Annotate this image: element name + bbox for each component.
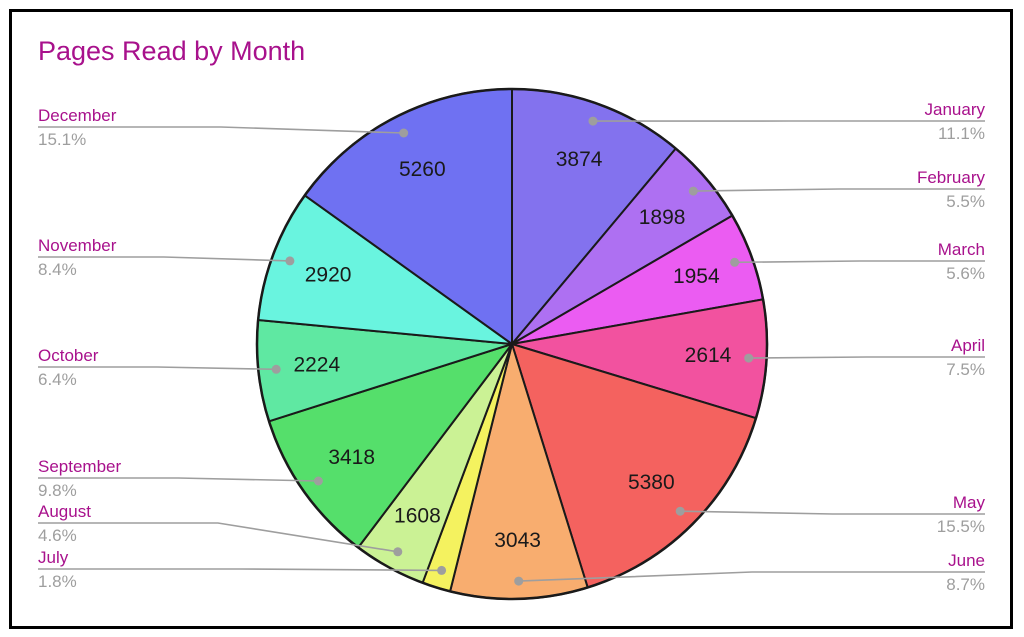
slice-value-june: 3043: [494, 529, 541, 552]
callout-month-label: November: [38, 236, 117, 255]
leader-line-june: [518, 571, 985, 582]
callout-month-label: May: [952, 493, 985, 512]
leader-dot-july: [437, 565, 447, 575]
callout-september: September 9.8%: [38, 457, 121, 500]
callout-percent-label: 7.5%: [946, 360, 985, 379]
callout-month-label: August: [38, 502, 91, 521]
leader-dot-may: [675, 506, 685, 516]
leader-line-july: [38, 568, 442, 572]
callout-february: February 5.5%: [917, 168, 985, 211]
leader-dot-august: [393, 547, 403, 557]
callout-percent-label: 8.7%: [946, 575, 985, 594]
callout-month-label: June: [948, 551, 985, 570]
leader-dot-march: [730, 257, 740, 267]
callout-october: October 6.4%: [38, 346, 98, 389]
slice-value-january: 3874: [556, 148, 603, 171]
leader-dot-january: [588, 116, 598, 126]
callout-percent-label: 6.4%: [38, 370, 77, 389]
callout-july: July 1.8%: [38, 548, 77, 591]
leader-dot-april: [744, 353, 754, 363]
leader-dot-december: [399, 128, 409, 138]
callout-percent-label: 1.8%: [38, 572, 77, 591]
callout-percent-label: 15.5%: [936, 517, 985, 536]
leader-line-february: [693, 188, 985, 192]
leader-line-april: [748, 356, 985, 359]
leader-dot-november: [285, 256, 295, 266]
leader-line-october: [38, 366, 277, 371]
leader-dot-october: [271, 364, 281, 374]
callout-december: December 15.1%: [38, 106, 116, 149]
slice-value-october: 2224: [293, 353, 340, 376]
slice-value-may: 5380: [628, 471, 675, 494]
slice-value-november: 2920: [305, 264, 352, 287]
leader-line-may: [680, 510, 985, 515]
callout-month-label: April: [950, 336, 985, 355]
callout-percent-label: 5.6%: [946, 264, 985, 283]
callout-month-label: January: [924, 100, 985, 119]
leader-line-november: [38, 256, 290, 262]
slice-value-april: 2614: [685, 344, 732, 367]
callout-percent-label: 8.4%: [38, 260, 77, 279]
callout-month-label: September: [38, 457, 122, 476]
slice-value-september: 3418: [328, 446, 375, 469]
chart-title: Pages Read by Month: [38, 36, 306, 66]
callout-percent-label: 5.5%: [946, 192, 985, 211]
slice-value-august: 1608: [394, 505, 441, 528]
leader-dot-february: [688, 186, 698, 196]
leader-dot-september: [313, 476, 323, 486]
callout-november: November 8.4%: [38, 236, 116, 279]
callout-march: March 5.6%: [938, 240, 985, 283]
slice-value-december: 5260: [399, 158, 446, 181]
pie-outline: [255, 87, 769, 601]
callout-month-label: October: [38, 346, 99, 365]
callout-month-label: July: [38, 548, 69, 567]
callout-june: June 8.7%: [946, 551, 985, 594]
leader-line-march: [734, 260, 985, 264]
callout-percent-label: 9.8%: [38, 481, 77, 500]
callout-percent-label: 4.6%: [38, 526, 77, 545]
slice-value-february: 1898: [639, 206, 686, 229]
callout-may: May 15.5%: [937, 493, 985, 536]
leader-line-december: [38, 126, 404, 134]
callout-month-label: March: [937, 240, 985, 259]
leader-line-august: [38, 522, 398, 553]
callout-percent-label: 15.1%: [38, 130, 87, 149]
callout-january: January 11.1%: [925, 100, 985, 143]
leader-dot-june: [514, 576, 524, 586]
callout-april: April 7.5%: [946, 336, 985, 379]
leader-line-september: [38, 477, 319, 482]
slice-value-march: 1954: [673, 265, 720, 288]
callout-percent-label: 11.1%: [938, 124, 985, 143]
callout-month-label: December: [38, 106, 117, 125]
callout-august: August 4.6%: [38, 502, 91, 545]
callout-month-label: February: [916, 168, 985, 187]
